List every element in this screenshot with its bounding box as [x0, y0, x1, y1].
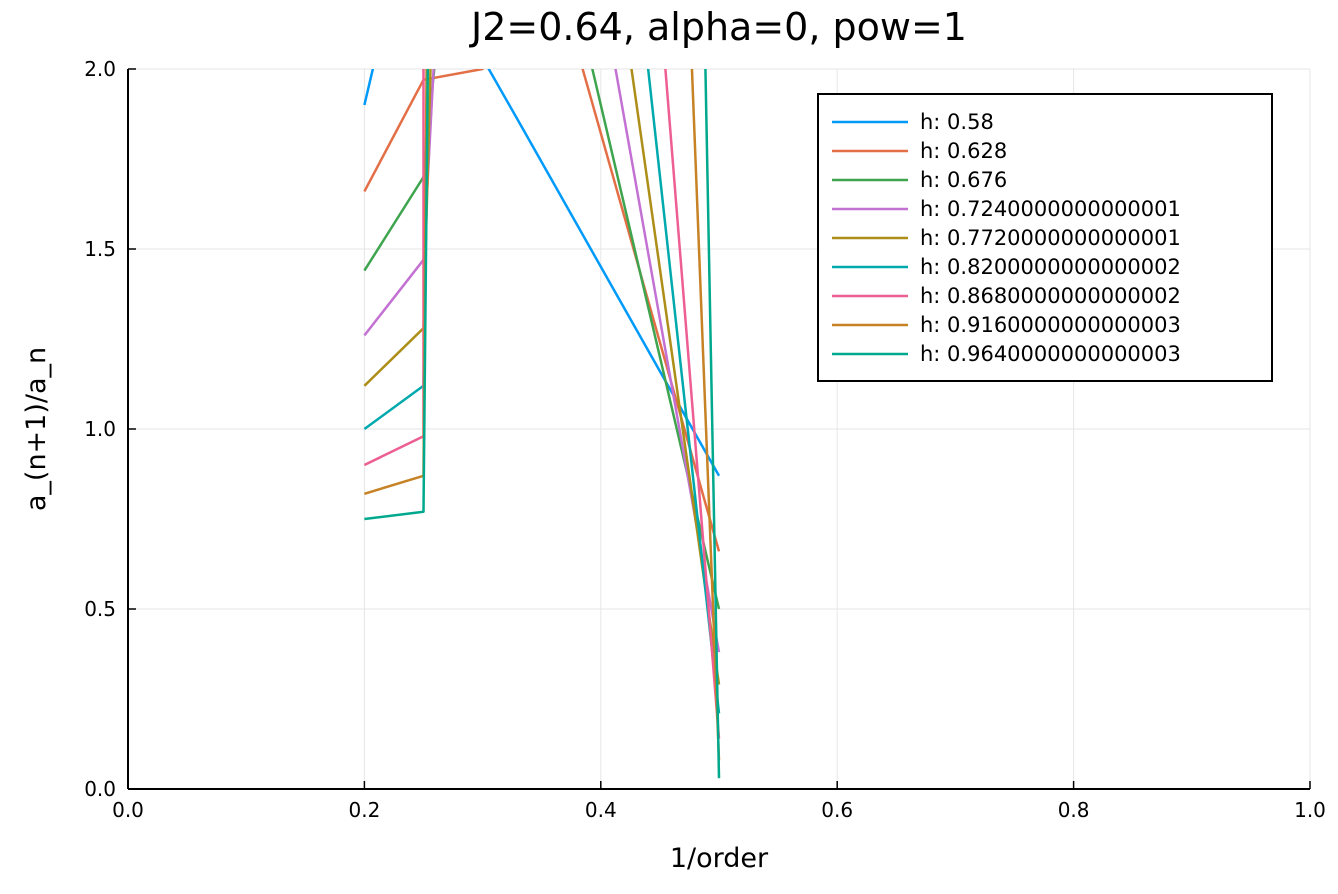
legend-label-4: h: 0.7240000000000001 — [920, 197, 1181, 221]
x-tick-label: 1.0 — [1294, 798, 1326, 822]
legend-label-3: h: 0.676 — [920, 168, 1007, 192]
legend-label-1: h: 0.58 — [920, 110, 994, 134]
legend-label-7: h: 0.8680000000000002 — [920, 284, 1181, 308]
series-line-1 — [363, 69, 721, 477]
legend: h: 0.58 h: 0.628 h: 0.676 h: 0.724000000000… — [817, 93, 1273, 382]
series-line-7 — [363, 69, 721, 739]
y-tick-label: 0.5 — [84, 597, 116, 621]
series-line-8 — [364, 69, 721, 761]
series-line-9 — [364, 69, 721, 779]
x-tick-label: 0.0 — [112, 798, 144, 822]
y-tick-label: 1.5 — [84, 237, 116, 261]
legend-label-8: h: 0.9160000000000003 — [920, 313, 1181, 337]
series-line-4 — [363, 69, 721, 653]
y-axis-label: a_(n+1)/a_n — [21, 347, 52, 511]
series-line-6 — [363, 69, 721, 714]
x-tick-label: 0.8 — [1058, 798, 1090, 822]
y-tick-label: 1.0 — [84, 417, 116, 441]
ticks-layer: 0.0 0.2 0.4 0.6 0.8 1.0 0.0 0.5 1.0 1.5 2.0 — [84, 57, 1326, 822]
legend-label-2: h: 0.628 — [920, 139, 1007, 163]
y-tick-label: 2.0 — [84, 57, 116, 81]
x-tick-label: 0.4 — [585, 798, 617, 822]
y-tick-label: 0.0 — [84, 777, 116, 801]
x-tick-label: 0.6 — [821, 798, 853, 822]
series-line-2 — [363, 69, 721, 552]
legend-items: h: 0.58 h: 0.628 h: 0.676 h: 0.724000000000… — [832, 110, 1181, 366]
x-axis-label: 1/order — [670, 843, 769, 874]
legend-label-9: h: 0.9640000000000003 — [920, 342, 1181, 366]
chart-title: J2=0.64, alpha=0, pow=1 — [469, 5, 967, 49]
legend-label-6: h: 0.8200000000000002 — [920, 255, 1181, 279]
series-line-5 — [363, 69, 721, 685]
series-line-3 — [363, 69, 721, 610]
x-tick-label: 0.2 — [348, 798, 380, 822]
legend-label-5: h: 0.7720000000000001 — [920, 226, 1181, 250]
series-layer — [363, 69, 721, 779]
